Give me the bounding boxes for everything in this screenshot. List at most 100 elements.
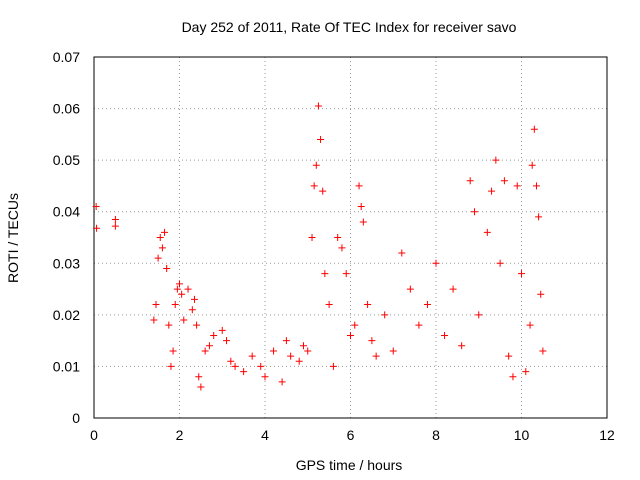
chart-title: Day 252 of 2011, Rate Of TEC Index for r… [182, 19, 517, 35]
data-point [372, 352, 380, 360]
data-point [528, 161, 536, 169]
data-point [509, 373, 517, 381]
data-point [530, 125, 538, 133]
data-point [406, 285, 414, 293]
data-point [154, 254, 162, 262]
data-point [111, 215, 119, 223]
data-point [329, 362, 337, 370]
data-point [176, 280, 183, 288]
data-point [180, 316, 188, 324]
data-point [535, 213, 543, 221]
data-point [227, 357, 235, 365]
data-point [188, 306, 196, 314]
data-point [261, 373, 269, 381]
x-tick-label: 6 [347, 427, 355, 443]
data-point [492, 156, 500, 164]
data-point [178, 290, 186, 298]
data-point [539, 347, 547, 355]
data-point [270, 347, 278, 355]
data-point [325, 301, 333, 309]
data-point [466, 177, 474, 185]
data-point [334, 234, 342, 241]
data-point [165, 321, 173, 329]
data-point [240, 368, 248, 376]
data-point [111, 222, 119, 230]
data-point [312, 161, 320, 169]
data-point [308, 234, 316, 241]
x-tick-label: 2 [176, 427, 184, 443]
data-point [513, 182, 521, 190]
y-tick-labels: 0 0.01 0.02 0.03 0.04 0.05 0.06 0.07 [53, 49, 80, 426]
data-point [93, 224, 101, 232]
data-point [304, 347, 312, 355]
data-point [295, 357, 303, 365]
data-point [458, 342, 466, 350]
y-tick-label: 0 [72, 410, 80, 426]
data-point [163, 264, 171, 272]
data-point [518, 270, 525, 278]
data-point [338, 244, 346, 252]
data-point [193, 321, 201, 329]
data-point [537, 290, 545, 298]
data-point [483, 228, 491, 236]
data-point [488, 187, 496, 195]
data-point [475, 311, 483, 319]
data-point [223, 337, 231, 345]
y-tick-label: 0.04 [53, 204, 80, 220]
plot-frame [93, 56, 608, 419]
data-point [92, 203, 100, 211]
data-point [470, 208, 478, 216]
x-tick-label: 0 [90, 427, 98, 443]
data-point [423, 301, 431, 309]
grid-lines [94, 57, 607, 418]
data-point [432, 259, 440, 267]
data-point [441, 331, 449, 339]
y-tick-label: 0.01 [53, 358, 80, 374]
x-tick-label: 10 [514, 427, 530, 443]
data-point [532, 182, 540, 190]
data-point [449, 285, 457, 293]
data-point [169, 347, 177, 355]
data-point [351, 321, 359, 329]
data-point [248, 352, 256, 360]
data-point [389, 347, 397, 355]
data-point [210, 331, 218, 339]
data-point [522, 368, 530, 376]
data-point [381, 311, 389, 319]
x-tick-labels: 0 2 4 6 8 10 12 [90, 427, 615, 443]
data-point [161, 228, 169, 236]
data-point [197, 383, 205, 391]
data-point [158, 244, 166, 252]
y-tick-label: 0.07 [53, 49, 80, 65]
y-tick-label: 0.02 [53, 307, 80, 323]
data-point [171, 301, 179, 309]
data-point [347, 331, 354, 339]
data-point [310, 182, 318, 190]
data-point [218, 326, 226, 334]
data-point [500, 177, 508, 185]
data-point [342, 270, 350, 278]
x-tick-label: 4 [261, 427, 269, 443]
data-point [398, 249, 406, 257]
data-point [173, 285, 181, 293]
data-point [496, 259, 504, 267]
y-tick-label: 0.05 [53, 152, 80, 168]
x-tick-label: 12 [599, 427, 615, 443]
y-axis-label: ROTI / TECUs [5, 193, 21, 283]
data-point [167, 362, 175, 370]
data-point [278, 378, 286, 386]
data-point [314, 102, 322, 110]
data-point [282, 337, 290, 345]
data-point [257, 362, 265, 370]
data-point [317, 136, 325, 144]
data-point [299, 342, 307, 350]
data-point [287, 352, 295, 360]
data-point [150, 316, 158, 324]
x-tick-label: 8 [432, 427, 440, 443]
data-point [359, 218, 367, 226]
data-point [319, 187, 327, 195]
data-point [152, 301, 160, 309]
data-point [505, 352, 513, 360]
data-point [184, 285, 192, 293]
